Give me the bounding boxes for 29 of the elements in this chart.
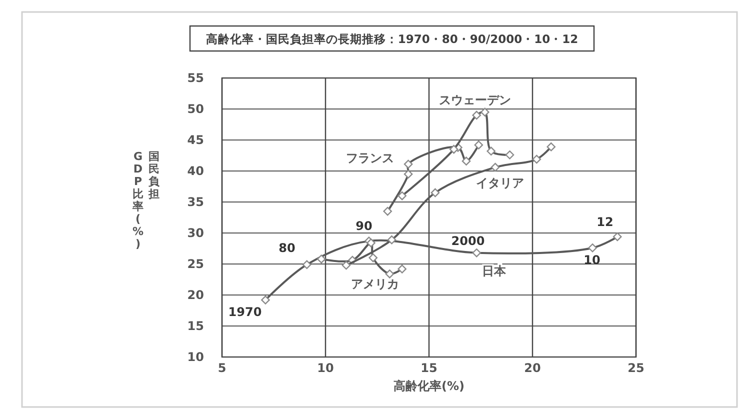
series-label: 日本 (482, 264, 507, 278)
text: 国民負担 GDP比率(%) (132, 150, 160, 250)
annotation: 10 (584, 253, 600, 267)
series-label: フランス (346, 151, 394, 165)
x-tick-label: 20 (524, 361, 541, 375)
y-tick-label: 25 (187, 257, 204, 271)
y-tick-label: 30 (187, 226, 204, 240)
y-tick-label: 10 (187, 350, 204, 364)
y-tick-label: 40 (187, 164, 204, 178)
y-tick-label: 45 (187, 133, 204, 147)
series-label: スウェーデン (439, 93, 511, 107)
annotation: 1970 (228, 305, 262, 319)
y-tick-label: 15 (187, 319, 204, 333)
annotation: 12 (596, 215, 614, 229)
y-tick-label: 55 (187, 71, 204, 85)
x-tick-label: 25 (628, 361, 644, 375)
x-axis-title: 高齢化率(%) (394, 379, 464, 393)
x-tick-label: 5 (218, 361, 226, 375)
y-tick-label: 20 (187, 288, 204, 302)
x-tick-label: 10 (317, 361, 334, 375)
annotation: 90 (356, 219, 372, 233)
series-label: アメリカ (351, 277, 399, 291)
x-tick-label: 15 (420, 361, 438, 375)
y-tick-label: 50 (187, 102, 204, 116)
annotation: 2000 (451, 234, 485, 248)
y-tick-label: 35 (187, 195, 204, 209)
series-label: イタリア (476, 176, 524, 190)
annotation: 80 (278, 241, 296, 255)
chart-title: 高齢化率・国民負担率の長期推移：1970・80・90/2000・10・12 (206, 32, 578, 46)
